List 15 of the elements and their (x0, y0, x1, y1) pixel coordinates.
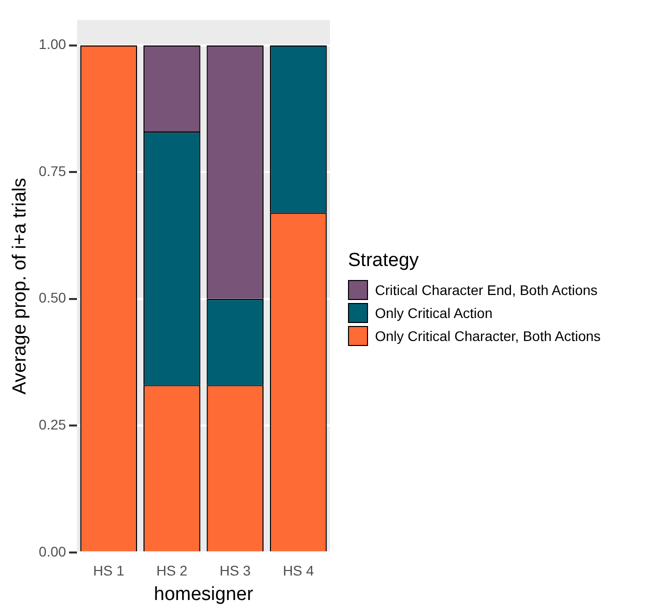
y-axis-title: Average prop. of i+a trials (10, 178, 31, 395)
y-tick-label: 0.25 (38, 416, 66, 432)
x-tick-label: HS 1 (93, 562, 124, 579)
x-tick-label: HS 2 (156, 562, 188, 579)
y-tick-label: 0.00 (38, 543, 66, 560)
x-tick-label: HS 3 (220, 562, 251, 579)
x-axis-title: homesigner (154, 584, 254, 605)
legend-label: Only Critical Character, Both Actions (375, 328, 601, 344)
y-tick-label: 1.00 (38, 36, 66, 52)
x-tick-label: HS 4 (282, 562, 314, 579)
legend-title: Strategy (348, 250, 420, 272)
legend-label: Only Critical Action (375, 305, 492, 321)
y-tick-label: 0.75 (38, 162, 66, 179)
legend-label: Critical Character End, Both Actions (375, 282, 598, 298)
y-tick-label: 0.50 (38, 290, 66, 306)
